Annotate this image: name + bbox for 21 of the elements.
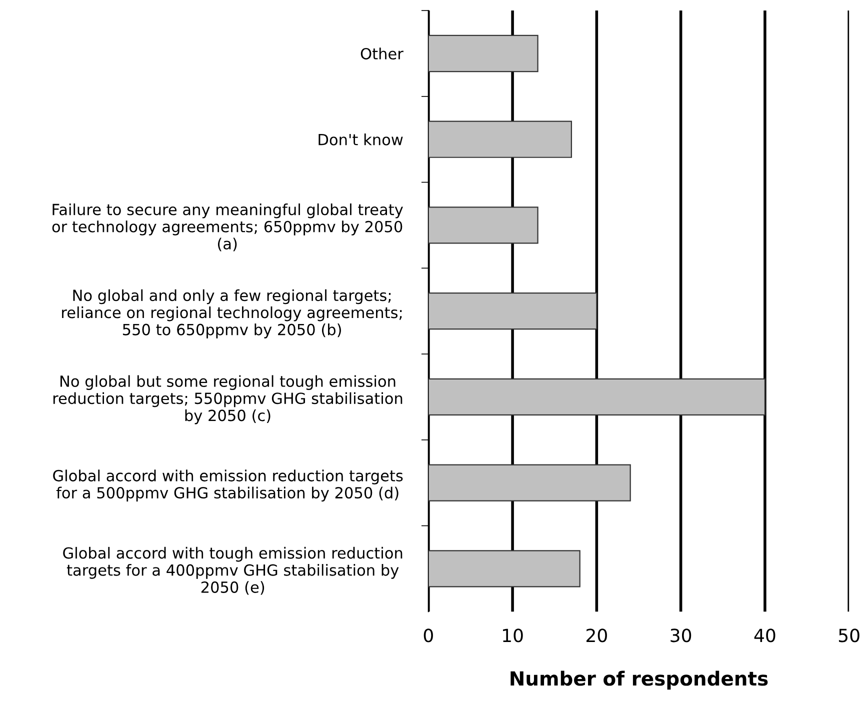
x-tick-label: 0 [424, 628, 433, 642]
bar [428, 206, 538, 244]
bar [428, 34, 538, 72]
x-tick-label: 30 [670, 628, 692, 642]
y-tick-label: No global but some regional tough emission reduction targets; 550ppmv GHG stabilisation by 2050 (c) [53, 375, 402, 424]
y-tick-label: Other [360, 48, 404, 60]
x-tick-label: 10 [503, 628, 523, 642]
x-axis-title: Number of respondents [510, 670, 768, 690]
y-tick-label: Global accord with tough emission reduction targets for a 400ppmv GHG stabilisation by 2050 (e) [63, 546, 402, 595]
y-tick-label: Failure to secure any meaningful global treaty or technology agreements; 650ppmv by 2050 (a) [52, 203, 403, 252]
x-tick-label: 50 [838, 628, 860, 642]
bar [428, 550, 580, 588]
y-tick-label: No global and only a few regional targets; reliance on regional technology agreements; 550 to 650ppmv by 2050 (b) [62, 289, 402, 338]
bar [428, 292, 598, 330]
x-tick-label: 20 [586, 628, 607, 642]
y-tick-label: Global accord with emission reduction targets for a 500ppmv GHG stabilisation by 2050 (d) [53, 470, 403, 502]
bar [428, 378, 766, 416]
bar [428, 120, 572, 158]
x-tick-label: 40 [754, 628, 776, 642]
bar [428, 464, 631, 502]
y-tick-label: Don't know [318, 134, 403, 146]
